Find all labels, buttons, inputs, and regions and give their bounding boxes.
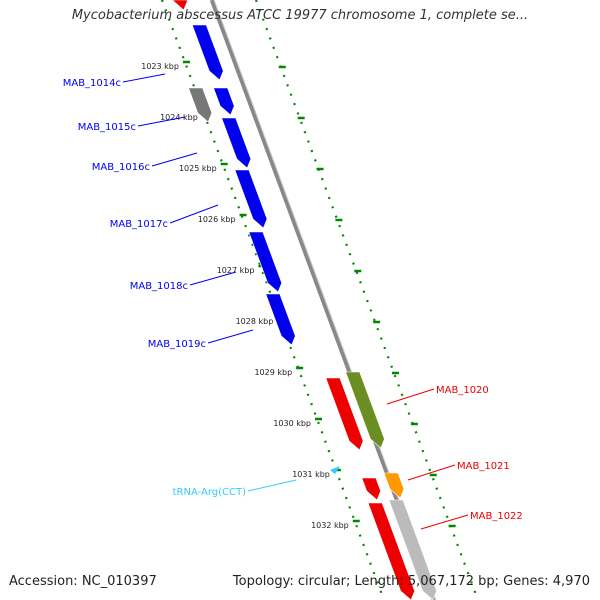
gene-label: MAB_1019c xyxy=(148,339,206,350)
gene-orange-block xyxy=(383,472,405,499)
ruler-tick-label: 1025 kbp xyxy=(179,164,217,173)
gene-mab-1020 xyxy=(325,377,364,451)
ruler-line-right xyxy=(254,0,480,600)
topology-summary: Topology: circular; Length: 5,067,172 bp… xyxy=(232,574,590,589)
gene-olive-block xyxy=(345,371,385,449)
gene-mab-1019c xyxy=(265,293,296,346)
label-leader-line xyxy=(189,271,237,286)
label-leader-line xyxy=(247,479,297,492)
ruler-tick-label: 1024 kbp xyxy=(160,113,198,122)
ruler-tick-label: 1023 kbp xyxy=(141,62,179,71)
accession-text: Accession: NC_010397 xyxy=(9,574,157,589)
gene-label: MAB_1017c xyxy=(110,219,168,230)
gene-label: MAB_1014c xyxy=(63,78,121,89)
gene-mab-1021 xyxy=(361,477,381,501)
gene-top-red xyxy=(172,0,188,11)
ruler-tick-label: 1032 kbp xyxy=(311,521,349,530)
ruler-tick-label: 1030 kbp xyxy=(273,419,311,428)
gene-mab-1016c xyxy=(221,117,252,169)
ruler-tick-label: 1029 kbp xyxy=(254,368,292,377)
gene-mab-1014c xyxy=(191,24,224,81)
gene-mab-1017c xyxy=(234,169,268,229)
label-leader-line xyxy=(207,329,254,344)
gene-label: MAB_1016c xyxy=(92,162,150,173)
gene-lightgrey-block xyxy=(388,499,437,600)
gene-mab-1022 xyxy=(367,502,415,600)
label-leader-line xyxy=(420,514,469,530)
ruler-tick-label: 1026 kbp xyxy=(198,215,236,224)
label-leader-line xyxy=(151,152,198,167)
gene-label: MAB_1021 xyxy=(457,461,510,472)
label-leader-line xyxy=(137,116,186,127)
gene-label: MAB_1015c xyxy=(78,122,136,133)
ruler-tick-label: 1027 kbp xyxy=(217,266,255,275)
ruler-tick-label: 1028 kbp xyxy=(236,317,274,326)
gene-label: MAB_1018c xyxy=(130,281,188,292)
label-leader-line xyxy=(407,464,456,481)
gene-label: MAB_1020 xyxy=(436,385,489,396)
trna-arg-marker xyxy=(330,466,340,474)
label-leader-line xyxy=(386,388,435,405)
gene-grey-block xyxy=(188,87,213,123)
gene-label: tRNA-Arg(CCT) xyxy=(173,487,246,498)
label-leader-line xyxy=(169,204,219,224)
gene-label: MAB_1022 xyxy=(470,511,523,522)
ruler-tick-label: 1031 kbp xyxy=(292,470,330,479)
gene-mab-1018c xyxy=(248,231,283,293)
map-title: Mycobacterium abscessus ATCC 19977 chrom… xyxy=(71,8,529,23)
label-leader-line xyxy=(122,73,166,83)
gene-mab-1015c xyxy=(213,87,235,116)
